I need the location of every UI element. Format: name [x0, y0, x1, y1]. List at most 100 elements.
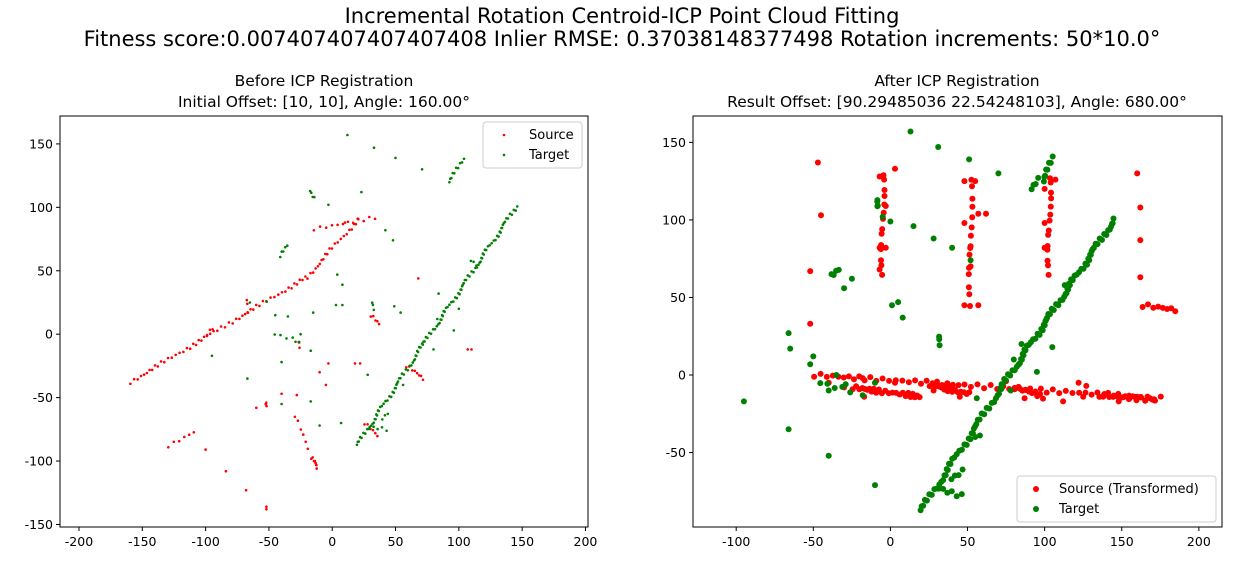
after-source-point [975, 210, 982, 217]
before-target-point [309, 349, 313, 353]
before-target-point [385, 429, 388, 433]
before-source-point [415, 371, 419, 375]
before-target-point [394, 386, 398, 390]
after-source-point [881, 187, 888, 193]
after-target-point [899, 314, 906, 321]
before-source-point [204, 448, 207, 451]
after-target-point [1103, 232, 1110, 238]
after-source-point [987, 382, 994, 388]
after-target-point [1022, 347, 1029, 354]
after-source-point [879, 271, 886, 278]
before-source-point [231, 322, 234, 325]
before-source-point [192, 431, 196, 434]
before-target-point [452, 329, 456, 332]
before-source-point [343, 221, 347, 224]
after-target-point [785, 426, 792, 433]
before-ticks: -200 -150 -100 -50 0 50 100 150 200 -150 -100 -50 0 5… [25, 136, 598, 549]
after-source-point [961, 178, 968, 185]
after-target-point [807, 361, 814, 368]
before-target-point [210, 354, 214, 358]
before-y-tick-label: 150 [29, 136, 53, 151]
before-source-point [293, 282, 296, 285]
before-source-point [330, 247, 334, 250]
before-target-point [291, 336, 295, 339]
after-source-point [949, 386, 956, 392]
before-target-point [286, 315, 290, 318]
after-source-point [1048, 189, 1054, 196]
after-target-point [1007, 387, 1014, 394]
before-target-point [453, 172, 456, 175]
before-source-point [419, 374, 423, 378]
before-target-point [377, 409, 381, 413]
before-source-point [194, 343, 198, 347]
before-source-point [302, 433, 305, 436]
after-target-point [1040, 178, 1047, 185]
before-target-point [479, 260, 482, 264]
after-source-point [1047, 179, 1054, 186]
before-target-point [372, 146, 376, 149]
before-y-tick-label: 50 [37, 263, 53, 278]
before-x-tick-label: -100 [191, 534, 219, 549]
before-target-point [311, 311, 315, 314]
before-target-point [437, 292, 440, 295]
before-source-point [345, 233, 349, 236]
before-source-point [368, 215, 371, 219]
after-target-point [923, 497, 930, 504]
after-target-point [940, 485, 947, 492]
before-target-point [433, 327, 437, 331]
before-source-point [358, 362, 362, 365]
after-source-point [1080, 393, 1087, 400]
after-source-point [878, 230, 885, 237]
after-target-point [841, 285, 848, 292]
after-source-point [975, 302, 982, 309]
after-source-point [967, 243, 974, 250]
before-source-point [295, 283, 299, 286]
before-target-point [415, 354, 418, 358]
after-source-point [811, 373, 818, 380]
before-target-point [286, 244, 289, 247]
after-target-point [910, 223, 917, 230]
before-source-point [254, 303, 258, 307]
after-marks [740, 128, 1179, 514]
before-target-point [426, 336, 429, 340]
before-source-point [142, 373, 146, 376]
before-source-point [322, 258, 325, 261]
before-source-point [309, 271, 312, 275]
after-source-point [823, 373, 830, 380]
before-target-point [464, 278, 468, 282]
before-legend-target-label: Target [528, 148, 569, 163]
before-source-point [252, 308, 255, 311]
after-target-point [889, 302, 895, 309]
before-source-point [470, 348, 473, 351]
before-target-point [432, 348, 435, 351]
before-source-point [298, 278, 302, 282]
before-target-point [372, 308, 376, 312]
after-source-point [1047, 211, 1054, 218]
before-y-tick-label: -150 [25, 517, 53, 532]
before-legend-target-marker [502, 153, 506, 157]
before-source-point [346, 220, 350, 224]
before-target-point [411, 361, 415, 364]
before-source-point [318, 370, 321, 374]
before-target-point [472, 260, 475, 264]
before-source-point [372, 314, 375, 318]
before-target-point [488, 244, 492, 247]
after-target-point [1109, 220, 1116, 227]
after-target-point [859, 392, 866, 399]
after-target-point [948, 488, 955, 495]
before-target-point [360, 190, 363, 194]
after-target-point [930, 235, 937, 242]
before-target-point [265, 299, 268, 303]
before-target-point [469, 259, 473, 263]
before-target-point [375, 414, 379, 417]
after-source-point [1052, 176, 1059, 183]
before-target-point [462, 157, 466, 161]
before-source-point [376, 434, 379, 438]
before-source-point [290, 287, 293, 290]
before-target-point [374, 418, 377, 421]
before-source-point [324, 226, 328, 229]
after-source-point [981, 385, 988, 392]
after-source-point [1075, 379, 1082, 386]
before-source-point [188, 347, 192, 351]
before-legend: Source Target [482, 121, 583, 169]
